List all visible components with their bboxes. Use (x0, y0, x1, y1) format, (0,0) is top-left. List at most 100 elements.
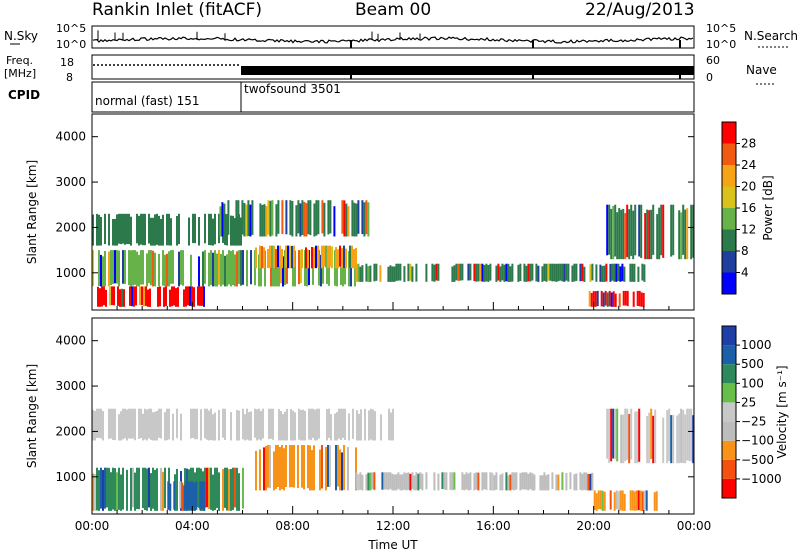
data-cell (630, 408, 633, 460)
data-cell (305, 247, 307, 269)
data-cell (666, 410, 669, 464)
data-cell (579, 472, 582, 490)
data-cell (342, 256, 344, 287)
velocity-colorbar-frame (721, 325, 737, 499)
data-cell (291, 201, 294, 237)
data-cell (305, 203, 308, 237)
data-cell (167, 481, 170, 510)
data-cell (148, 250, 150, 284)
data-cell (372, 409, 374, 441)
data-cell (637, 490, 640, 511)
data-cell (104, 213, 106, 245)
data-cell (615, 490, 618, 510)
data-cell (302, 409, 304, 441)
data-cell (326, 409, 328, 441)
data-cell (329, 200, 332, 234)
data-cell (222, 250, 224, 285)
data-cell (263, 447, 265, 491)
data-cell (275, 204, 278, 237)
data-region (588, 290, 645, 307)
data-cell (646, 209, 649, 260)
data-cell (495, 265, 498, 282)
x-tick-label: 08:00 (275, 519, 310, 533)
data-cell (381, 472, 384, 490)
data-cell (162, 471, 164, 511)
data-cell (585, 472, 588, 491)
data-cell (653, 492, 656, 511)
data-cell (187, 481, 190, 509)
data-cell (129, 286, 131, 306)
data-cell (144, 467, 146, 510)
data-cell (246, 250, 248, 287)
data-cell (268, 408, 270, 440)
data-cell (403, 266, 406, 282)
data-cell (411, 266, 414, 282)
data-cell (348, 251, 350, 287)
data-cell (123, 289, 125, 307)
data-cell (176, 216, 178, 246)
data-cell (193, 482, 196, 511)
power-colorbar-ticks: 28 24 20 16 12 8 4 (736, 137, 756, 280)
data-cell (633, 263, 636, 282)
data-cell (630, 204, 633, 256)
data-cell (334, 413, 336, 441)
data-cell (108, 467, 110, 511)
data-cell (278, 253, 280, 287)
data-cell (210, 467, 212, 510)
data-cell (317, 200, 320, 235)
data-cell (232, 467, 234, 511)
colorbar-cell (722, 208, 736, 230)
data-cell (110, 250, 112, 286)
data-cell (204, 250, 206, 284)
data-cell (318, 408, 320, 439)
data-cell (301, 249, 303, 269)
y-tick-label: 2000 (55, 424, 86, 438)
data-cell (98, 408, 100, 438)
data-cell (96, 213, 98, 246)
data-region (219, 200, 370, 237)
data-cell (160, 218, 162, 246)
data-cell (628, 209, 631, 260)
data-cell (581, 263, 584, 281)
data-cell (128, 408, 130, 439)
data-cell (565, 263, 568, 281)
data-cell (493, 475, 496, 491)
data-cell (293, 445, 295, 488)
data-cell (545, 475, 548, 491)
data-cell (634, 204, 637, 256)
data-cell (183, 289, 185, 307)
data-cell (142, 250, 144, 285)
velocity-y-label: Slant Range [km] (25, 364, 39, 468)
power-panel: 1000 2000 3000 4000 Slant Range [km] (25, 113, 695, 311)
data-cell (356, 410, 358, 441)
data-cell (631, 490, 634, 511)
data-cell (421, 473, 424, 491)
data-cell (292, 410, 294, 441)
freq-trace-band (241, 66, 694, 75)
data-cell (622, 414, 625, 464)
data-cell (114, 408, 116, 441)
data-cell (619, 266, 622, 282)
data-cell (385, 472, 388, 490)
data-cell (543, 472, 546, 491)
data-cell (260, 410, 262, 441)
data-cell (489, 263, 492, 281)
data-cell (279, 245, 281, 267)
data-cell (335, 247, 337, 269)
data-cell (112, 219, 114, 246)
cpid-strip: CPID normal (fast) 151 twofsound 3501 (8, 81, 695, 113)
data-cell (150, 473, 152, 511)
data-cell (117, 286, 119, 306)
data-cell (624, 213, 627, 260)
data-cell (204, 408, 206, 439)
data-cell (599, 264, 602, 282)
data-cell (193, 287, 195, 307)
data-cell (684, 414, 687, 464)
data-cell (192, 408, 194, 438)
nsky-strip: N.Sky 10^5 10^0 10^5 10^0 N.Search (4, 22, 798, 51)
data-cell (201, 286, 203, 306)
data-cell (234, 254, 236, 287)
data-cell (325, 447, 327, 491)
data-cell (409, 263, 412, 281)
data-cell (96, 408, 98, 438)
